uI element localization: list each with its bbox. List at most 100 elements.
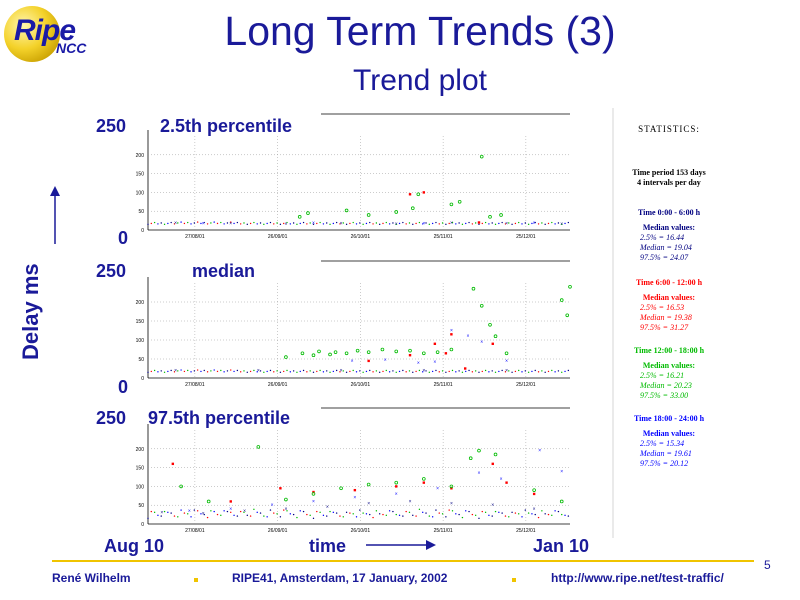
baseline-point — [319, 221, 321, 224]
x-tick-label: 25/12/01 — [516, 528, 536, 534]
baseline-point — [193, 509, 196, 511]
baseline-point — [514, 370, 517, 373]
stats-block1-v1: 2.5% = 16.44 — [640, 233, 685, 242]
baseline-point — [365, 222, 368, 225]
baseline-point — [372, 223, 374, 225]
x-tick-label: 27/08/01 — [185, 382, 205, 388]
data-point — [468, 456, 473, 461]
baseline-point — [273, 371, 275, 373]
baseline-point — [504, 371, 507, 373]
baseline-point — [551, 221, 553, 224]
baseline-point — [369, 513, 371, 516]
data-point — [491, 342, 494, 345]
baseline-point — [332, 222, 335, 225]
data-point — [450, 487, 453, 490]
baseline-point — [554, 371, 556, 373]
baseline-point — [451, 221, 454, 224]
baseline-point — [283, 222, 285, 225]
data-point: × — [174, 368, 177, 374]
data-point — [312, 490, 315, 494]
baseline-point — [445, 223, 447, 226]
baseline-point — [422, 223, 424, 225]
data-point — [493, 452, 498, 457]
baseline-point — [531, 513, 533, 515]
baseline-point — [329, 510, 331, 513]
baseline-point — [266, 516, 268, 518]
data-point: × — [174, 221, 177, 227]
baseline-point — [547, 370, 550, 373]
baseline-point — [160, 222, 162, 224]
stats-block1-v2: Median = 19.04 — [640, 243, 692, 252]
baseline-point — [276, 222, 278, 224]
baseline-point — [425, 370, 427, 372]
baseline-point — [372, 371, 374, 373]
baseline-point — [375, 510, 378, 512]
baseline-point — [147, 371, 149, 373]
data-point — [395, 485, 398, 488]
baseline-point — [564, 370, 566, 373]
baseline-point — [395, 513, 397, 516]
baseline-point — [213, 221, 215, 223]
baseline-point — [309, 370, 311, 372]
baseline-point — [428, 371, 431, 373]
baseline-point — [299, 222, 301, 225]
baseline-point — [249, 515, 252, 517]
data-point — [229, 500, 232, 503]
baseline-point — [289, 223, 292, 225]
baseline-point — [474, 370, 477, 372]
baseline-point — [302, 221, 305, 224]
baseline-point — [150, 370, 153, 373]
baseline-point — [392, 222, 394, 224]
data-point — [477, 448, 481, 453]
data-point — [297, 215, 302, 219]
baseline-point — [316, 510, 318, 513]
baseline-point — [395, 223, 397, 226]
data-point: × — [395, 491, 398, 497]
data-point: × — [188, 508, 191, 514]
baseline-point — [345, 511, 348, 514]
baseline-point — [375, 222, 378, 224]
baseline-point — [349, 370, 351, 373]
baseline-point — [524, 222, 527, 224]
data-point — [408, 193, 412, 196]
baseline-point — [537, 223, 540, 225]
data-point — [532, 488, 536, 492]
data-point — [317, 349, 321, 354]
baseline-point — [481, 510, 483, 513]
data-point — [559, 499, 564, 504]
baseline-point — [521, 516, 523, 518]
footer-url[interactable]: http://www.ripe.net/test-traffic/ — [551, 571, 724, 585]
baseline-point — [312, 517, 315, 520]
baseline-point — [352, 221, 354, 224]
baseline-point — [375, 370, 378, 372]
baseline-point — [322, 223, 325, 225]
baseline-point — [332, 370, 335, 373]
baseline-point — [286, 510, 288, 512]
baseline-point — [425, 512, 427, 514]
data-point — [479, 304, 484, 308]
baseline-point — [226, 370, 229, 372]
data-point — [355, 348, 360, 353]
baseline-point — [458, 222, 460, 224]
baseline-point — [455, 513, 457, 515]
baseline-point — [210, 222, 212, 224]
logo-ncc-text: NCC — [56, 40, 87, 56]
data-point: × — [312, 221, 315, 227]
baseline-point — [177, 370, 179, 372]
baseline-point — [273, 512, 275, 514]
baseline-point — [524, 509, 527, 511]
y-tick-label: 0 — [141, 228, 144, 234]
baseline-point — [415, 515, 417, 517]
baseline-point — [547, 222, 550, 225]
data-point — [449, 202, 454, 207]
baseline-point — [418, 221, 421, 224]
y-tick-label: 200 — [136, 153, 145, 159]
data-point — [493, 334, 498, 339]
baseline-point — [471, 513, 474, 516]
baseline-point — [521, 223, 523, 225]
baseline-point — [415, 370, 417, 373]
stats-block1-time: Time 0:00 - 6:00 h — [637, 208, 701, 217]
baseline-point — [448, 370, 450, 373]
baseline-point — [438, 371, 440, 373]
baseline-point — [551, 514, 553, 517]
